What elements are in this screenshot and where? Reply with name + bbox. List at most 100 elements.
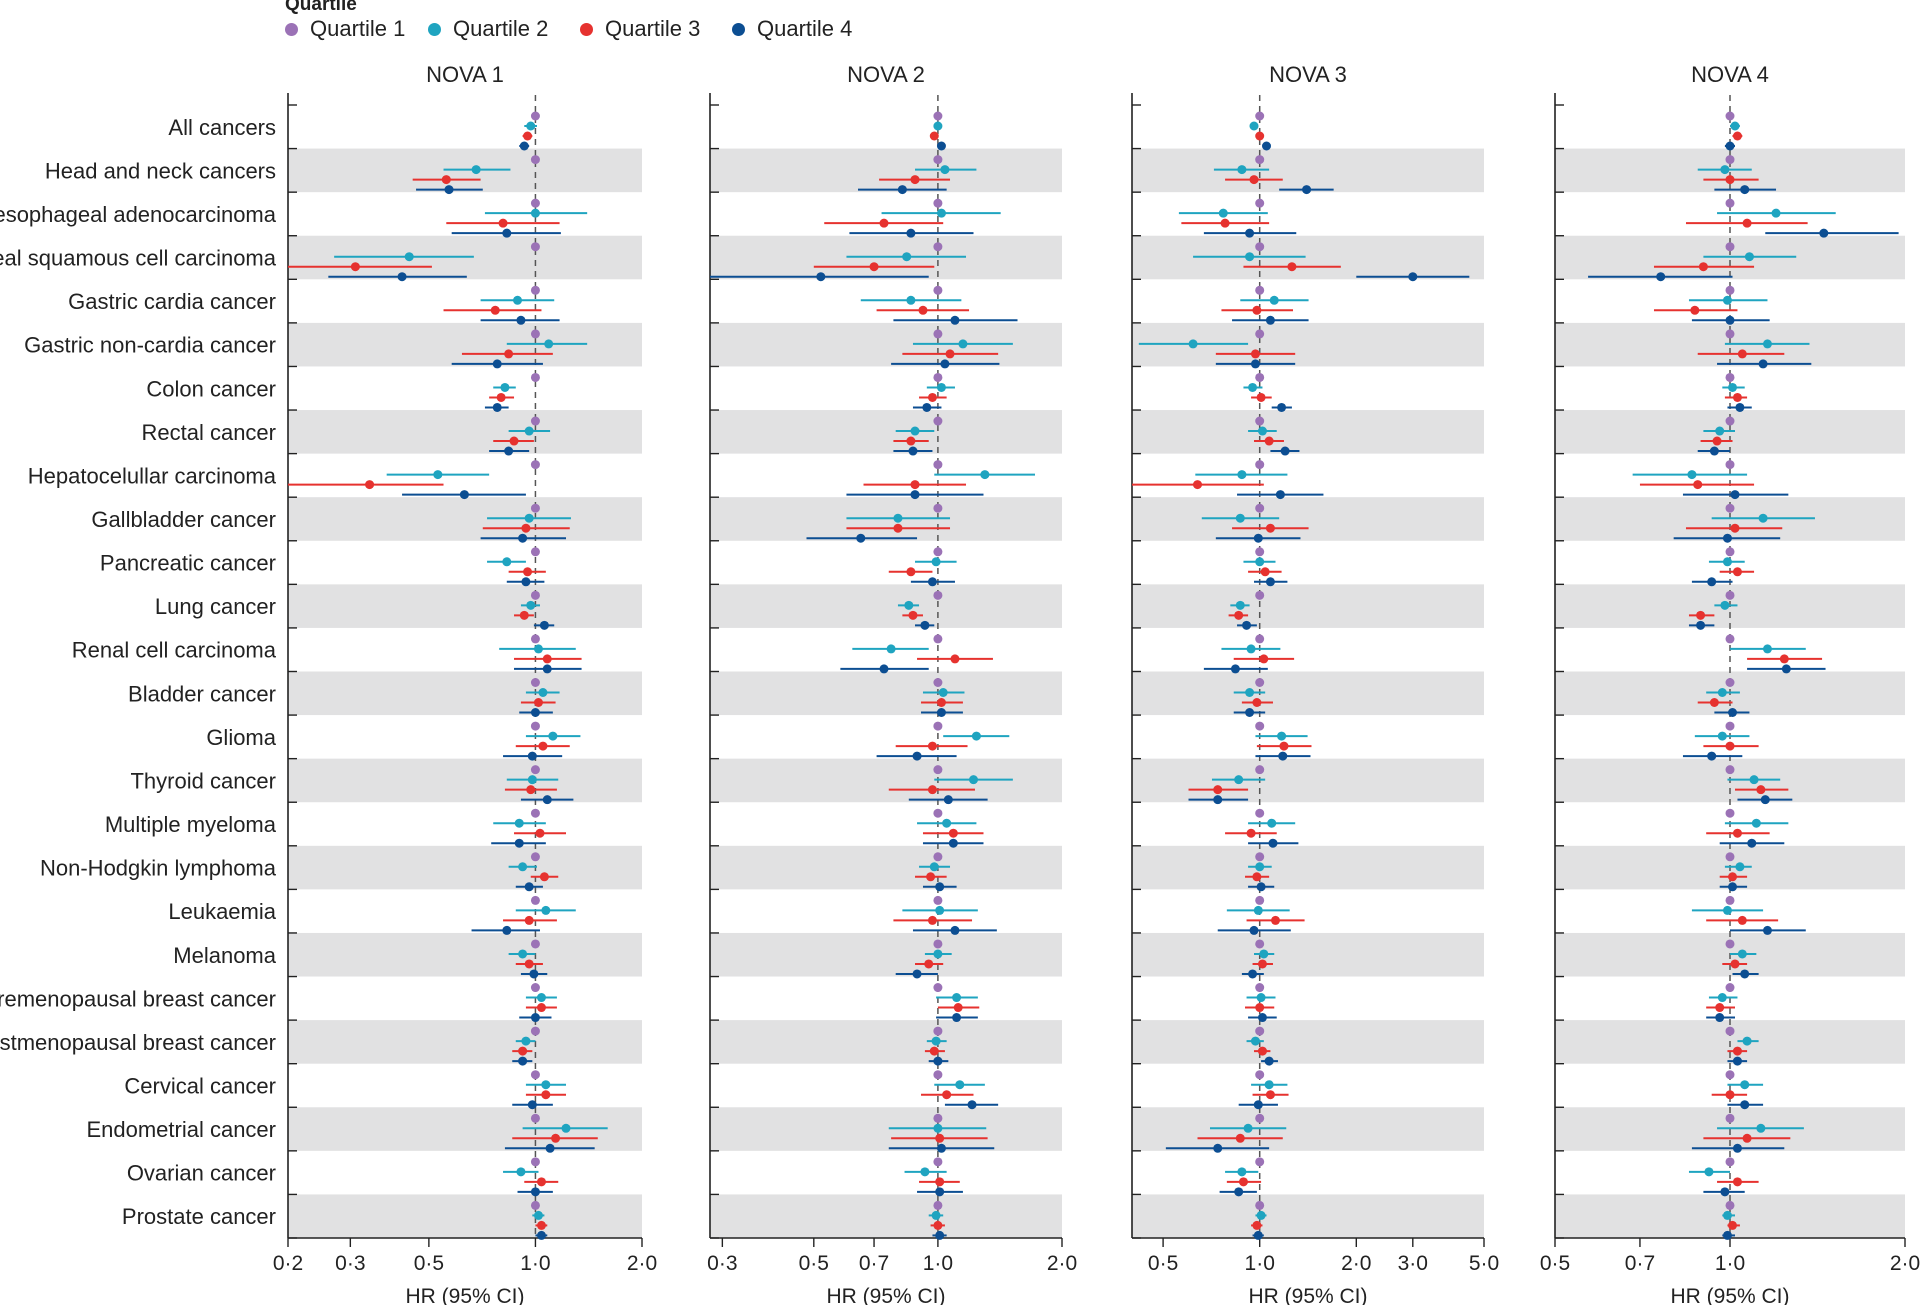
point-nova-2-bladder-cancer-q1 bbox=[933, 678, 943, 687]
row-band-nova-3-13 bbox=[1132, 671, 1484, 716]
point-nova-1-multiple-myeloma-q4 bbox=[514, 838, 524, 848]
point-nova-3-gallbladder-cancer-q4 bbox=[1253, 533, 1263, 543]
row-band-nova-1-19 bbox=[288, 932, 642, 977]
row-label-melanoma: Melanoma bbox=[173, 943, 276, 968]
point-nova-2-premenopausal-breast-cancer-q4 bbox=[952, 1013, 962, 1023]
point-nova-4-colon-cancer-q1 bbox=[1725, 372, 1735, 382]
point-nova-2-ovarian-cancer-q2 bbox=[920, 1167, 930, 1177]
point-nova-3-endometrial-cancer-q1 bbox=[1255, 1113, 1265, 1123]
point-nova-4-hepatocelullar-carcinoma-q2 bbox=[1687, 470, 1697, 480]
row-label-renal-cell-carcinoma: Renal cell carcinoma bbox=[72, 638, 277, 663]
point-nova-4-premenopausal-breast-cancer-q4 bbox=[1715, 1013, 1725, 1023]
point-nova-3-ovarian-cancer-q3 bbox=[1238, 1177, 1248, 1187]
point-nova-4-head-and-neck-cancers-q3 bbox=[1725, 175, 1735, 185]
point-nova-2-pancreatic-cancer-q3 bbox=[906, 567, 916, 577]
point-nova-3-all-cancers-q2 bbox=[1249, 121, 1259, 131]
point-nova-3-multiple-myeloma-q4 bbox=[1268, 838, 1278, 848]
point-nova-4-thyroid-cancer-q3 bbox=[1756, 785, 1766, 795]
point-nova-1-ovarian-cancer-q1 bbox=[530, 1157, 540, 1167]
point-nova-3-rectal-cancer-q1 bbox=[1255, 416, 1265, 426]
point-nova-1-melanoma-q3 bbox=[524, 959, 534, 969]
point-nova-1-ovarian-cancer-q3 bbox=[536, 1177, 546, 1187]
point-nova-4-gastric-non-cardia-cancer-q4 bbox=[1758, 359, 1768, 369]
point-nova-3-all-cancers-q4 bbox=[1261, 141, 1271, 151]
point-nova-4-postmenopausal-breast-cancer-q3 bbox=[1732, 1046, 1742, 1056]
point-nova-1-non-hodgkin-lymphoma-q2 bbox=[518, 862, 528, 872]
point-nova-4-non-hodgkin-lymphoma-q3 bbox=[1728, 872, 1738, 882]
point-nova-1-renal-cell-carcinoma-q4 bbox=[542, 664, 552, 674]
legend-item-quartile-1: Quartile 1 bbox=[285, 16, 405, 42]
point-nova-1-endometrial-cancer-q4 bbox=[545, 1143, 555, 1153]
point-nova-2-pancreatic-cancer-q4 bbox=[927, 577, 937, 587]
point-nova-1-premenopausal-breast-cancer-q4 bbox=[530, 1013, 540, 1023]
point-nova-4-pancreatic-cancer-q1 bbox=[1725, 547, 1735, 557]
point-nova-2-renal-cell-carcinoma-q2 bbox=[886, 644, 896, 654]
point-nova-1-thyroid-cancer-q2 bbox=[527, 775, 537, 785]
point-nova-3-prostate-cancer-q2 bbox=[1256, 1210, 1266, 1220]
point-nova-4-endometrial-cancer-q1 bbox=[1725, 1113, 1735, 1123]
point-nova-3-prostate-cancer-q3 bbox=[1252, 1220, 1262, 1230]
point-nova-2-oesophageal-adenocarcinoma-q3 bbox=[879, 218, 889, 228]
point-nova-3-renal-cell-carcinoma-q3 bbox=[1259, 654, 1269, 664]
point-nova-3-pancreatic-cancer-q3 bbox=[1260, 567, 1270, 577]
row-label-all-cancers: All cancers bbox=[168, 115, 276, 140]
point-nova-4-renal-cell-carcinoma-q3 bbox=[1779, 654, 1789, 664]
panel-title-nova-4: NOVA 4 bbox=[1691, 62, 1769, 87]
point-nova-2-bladder-cancer-q3 bbox=[936, 698, 946, 707]
point-nova-3-non-hodgkin-lymphoma-q4 bbox=[1256, 882, 1266, 892]
row-label-oesophageal-squamous-cell-carcinoma: Oesophageal squamous cell carcinoma bbox=[0, 246, 277, 271]
point-nova-2-glioma-q2 bbox=[971, 731, 981, 741]
point-nova-2-melanoma-q4 bbox=[912, 969, 922, 979]
point-nova-3-bladder-cancer-q4 bbox=[1245, 708, 1255, 717]
point-nova-3-leukaemia-q1 bbox=[1255, 895, 1265, 905]
point-nova-1-gastric-cardia-cancer-q3 bbox=[490, 305, 500, 315]
point-nova-2-premenopausal-breast-cancer-q2 bbox=[952, 993, 962, 1003]
point-nova-1-gallbladder-cancer-q4 bbox=[518, 533, 528, 543]
point-nova-2-hepatocelullar-carcinoma-q4 bbox=[910, 490, 920, 500]
point-nova-1-cervical-cancer-q2 bbox=[541, 1080, 551, 1090]
point-nova-3-oesophageal-adenocarcinoma-q2 bbox=[1218, 208, 1228, 218]
point-nova-1-all-cancers-q1 bbox=[530, 111, 540, 121]
point-nova-1-colon-cancer-q2 bbox=[500, 382, 510, 392]
point-nova-4-thyroid-cancer-q2 bbox=[1749, 775, 1759, 785]
point-nova-3-oesophageal-squamous-cell-carcinoma-q4 bbox=[1408, 272, 1418, 282]
point-nova-3-gallbladder-cancer-q3 bbox=[1265, 523, 1275, 533]
point-nova-2-gastric-cardia-cancer-q3 bbox=[918, 305, 928, 315]
point-nova-1-head-and-neck-cancers-q4 bbox=[444, 185, 454, 195]
point-nova-4-melanoma-q3 bbox=[1730, 959, 1740, 969]
point-nova-3-gastric-cardia-cancer-q2 bbox=[1269, 295, 1279, 305]
x-tick-label-nova-2-2: 0·7 bbox=[859, 1252, 889, 1275]
point-nova-2-glioma-q4 bbox=[912, 751, 922, 761]
point-nova-3-ovarian-cancer-q2 bbox=[1237, 1167, 1247, 1177]
point-nova-1-gastric-cardia-cancer-q1 bbox=[530, 285, 540, 295]
point-nova-4-rectal-cancer-q4 bbox=[1709, 446, 1719, 456]
point-nova-1-postmenopausal-breast-cancer-q3 bbox=[518, 1046, 528, 1056]
point-nova-4-leukaemia-q1 bbox=[1725, 895, 1735, 905]
point-nova-3-postmenopausal-breast-cancer-q2 bbox=[1250, 1036, 1260, 1046]
point-nova-1-oesophageal-squamous-cell-carcinoma-q4 bbox=[397, 272, 407, 282]
point-nova-1-bladder-cancer-q4 bbox=[530, 708, 540, 717]
point-nova-2-leukaemia-q2 bbox=[935, 905, 945, 915]
point-nova-1-multiple-myeloma-q2 bbox=[514, 818, 524, 828]
point-nova-4-thyroid-cancer-q4 bbox=[1760, 795, 1770, 805]
point-nova-3-cervical-cancer-q4 bbox=[1253, 1100, 1263, 1110]
point-nova-2-pancreatic-cancer-q1 bbox=[933, 547, 943, 557]
point-nova-1-all-cancers-q4 bbox=[519, 141, 529, 151]
point-nova-2-gastric-non-cardia-cancer-q4 bbox=[940, 359, 950, 369]
row-band-nova-1-11 bbox=[288, 584, 642, 628]
point-nova-3-endometrial-cancer-q2 bbox=[1243, 1123, 1253, 1133]
point-nova-4-gastric-cardia-cancer-q1 bbox=[1725, 285, 1735, 295]
point-nova-3-glioma-q2 bbox=[1277, 731, 1287, 741]
point-nova-2-non-hodgkin-lymphoma-q1 bbox=[933, 852, 943, 862]
point-nova-2-glioma-q3 bbox=[927, 741, 937, 751]
point-nova-4-prostate-cancer-q4 bbox=[1722, 1230, 1732, 1240]
point-nova-4-oesophageal-adenocarcinoma-q3 bbox=[1742, 218, 1752, 228]
point-nova-4-leukaemia-q4 bbox=[1762, 925, 1772, 935]
point-nova-4-bladder-cancer-q3 bbox=[1709, 698, 1719, 707]
point-nova-1-prostate-cancer-q3 bbox=[536, 1220, 546, 1230]
point-nova-2-colon-cancer-q1 bbox=[933, 372, 943, 382]
row-band-nova-3-1 bbox=[1132, 148, 1484, 193]
row-band-nova-2-19 bbox=[710, 932, 1062, 977]
point-nova-1-glioma-q4 bbox=[527, 751, 537, 761]
x-tick-label-nova-4-2: 1·0 bbox=[1715, 1252, 1745, 1275]
